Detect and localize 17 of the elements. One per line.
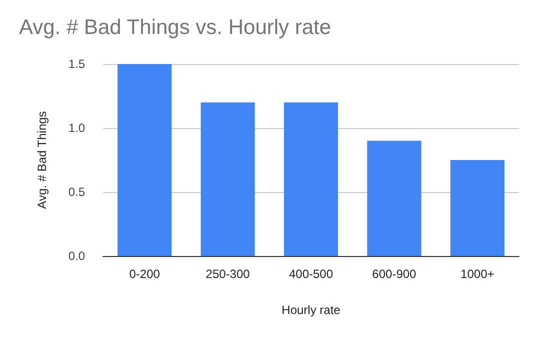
bar — [200, 102, 255, 256]
y-tick-label: 0.0 — [68, 249, 86, 263]
x-tick-label: 400-500 — [288, 267, 334, 281]
bar — [284, 102, 338, 256]
y-axis-title: Avg. # Bad Things — [35, 111, 49, 209]
x-tick-label: 600-900 — [372, 267, 417, 281]
bar — [450, 160, 504, 256]
y-tick-label: 1.0 — [68, 121, 86, 135]
x-tick-label: 250-300 — [206, 267, 250, 281]
y-tick-label: 1.5 — [68, 57, 86, 71]
bar — [118, 64, 172, 256]
bar — [367, 140, 422, 256]
y-tick-label: 0.5 — [68, 185, 86, 199]
x-tick-label: 0-200 — [129, 267, 160, 281]
x-tick-label: 1000+ — [460, 267, 494, 281]
chart-title: Avg. # Bad Things vs. Hourly rate — [19, 16, 332, 39]
x-axis-title: Hourly rate — [282, 303, 341, 317]
